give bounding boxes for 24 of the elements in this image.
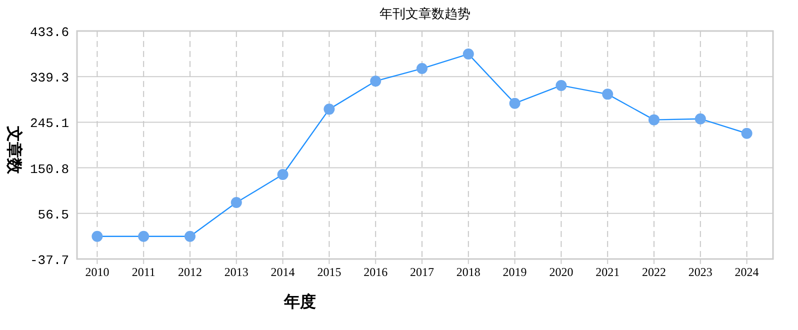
y-tick-label: 56.5 <box>38 207 69 222</box>
x-tick-label: 2012 <box>178 265 202 279</box>
x-axis-title: 年度 <box>283 292 316 311</box>
y-tick-label: 150.8 <box>30 162 69 177</box>
y-tick-label: 339.3 <box>30 70 69 86</box>
y-tick-label: 245.1 <box>30 116 70 132</box>
y-tick-label: 433.6 <box>30 25 69 40</box>
x-tick-label: 2022 <box>642 265 666 279</box>
x-tick-label: 2018 <box>456 265 480 279</box>
x-tick-label: 2024 <box>734 265 759 279</box>
x-tick-label: 2014 <box>270 265 295 279</box>
x-tick-label: 2013 <box>224 265 248 279</box>
x-tick-label: 2011 <box>132 265 156 279</box>
x-tick-label: 2016 <box>364 265 388 279</box>
y-axis-title: 文章数 <box>5 125 23 175</box>
x-tick-label: 2010 <box>85 265 110 279</box>
x-tick-label: 2015 <box>317 265 342 279</box>
chart-title: 年刊文章数趋势 <box>380 6 470 21</box>
x-tick-label: 2021 <box>596 265 620 279</box>
x-tick-label: 2017 <box>410 265 434 279</box>
x-tick-label: 2023 <box>688 265 712 279</box>
x-tick-label: 2019 <box>502 265 527 279</box>
x-tick-label: 2020 <box>549 265 574 279</box>
y-tick-label: -37.7 <box>30 253 69 268</box>
